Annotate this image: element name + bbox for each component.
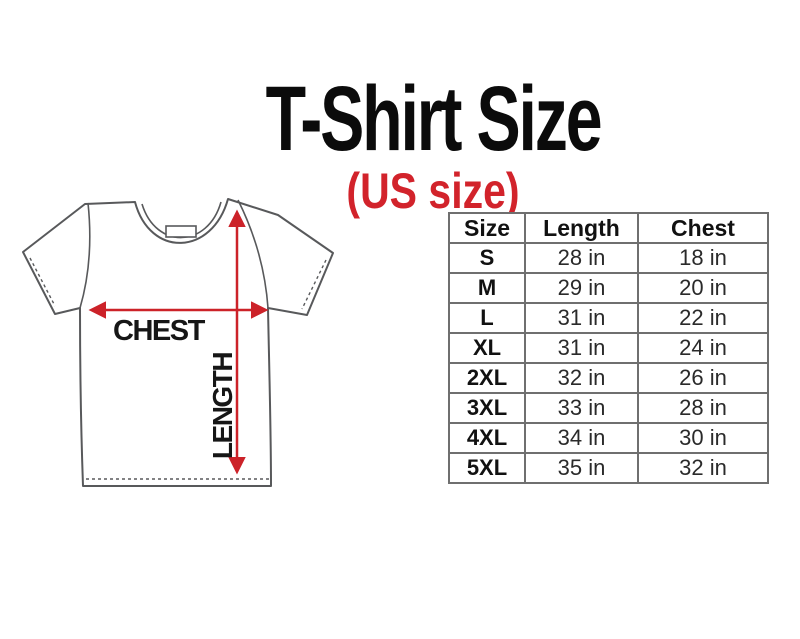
length-cell: 31 in — [524, 302, 639, 334]
chest-cell: 28 in — [637, 392, 769, 424]
table-row: XL 31 in 24 in — [448, 332, 769, 364]
table-row: S 28 in 18 in — [448, 242, 769, 274]
page-title: T-Shirt Size — [265, 68, 603, 170]
chest-cell: 20 in — [637, 272, 769, 304]
chest-cell: 18 in — [637, 242, 769, 274]
header-size: Size — [448, 212, 526, 244]
chest-cell: 24 in — [637, 332, 769, 364]
chest-cell: 22 in — [637, 302, 769, 334]
tshirt-measurement-diagram: CHEST LENGTH — [22, 198, 334, 487]
table-row: 2XL 32 in 26 in — [448, 362, 769, 394]
size-cell: XL — [448, 332, 526, 364]
chest-cell: 30 in — [637, 422, 769, 454]
size-cell: M — [448, 272, 526, 304]
table-row: L 31 in 22 in — [448, 302, 769, 334]
header-chest: Chest — [637, 212, 769, 244]
length-label: LENGTH — [207, 353, 238, 459]
size-cell: 5XL — [448, 452, 526, 484]
page-subtitle: (US size) — [346, 163, 520, 220]
header-length: Length — [524, 212, 639, 244]
size-cell: 3XL — [448, 392, 526, 424]
length-cell: 34 in — [524, 422, 639, 454]
title-block: T-Shirt Size (US size) — [33, 68, 800, 220]
neck-label-tag — [165, 225, 197, 238]
table-row: 3XL 33 in 28 in — [448, 392, 769, 424]
size-cell: S — [448, 242, 526, 274]
length-cell: 29 in — [524, 272, 639, 304]
size-cell: L — [448, 302, 526, 334]
left-sleeve-seam — [79, 202, 91, 309]
table-row: 5XL 35 in 32 in — [448, 452, 769, 484]
length-cell: 31 in — [524, 332, 639, 364]
chest-cell: 26 in — [637, 362, 769, 394]
size-cell: 4XL — [448, 422, 526, 454]
length-cell: 32 in — [524, 362, 639, 394]
size-cell: 2XL — [448, 362, 526, 394]
tshirt-outline-icon — [22, 198, 334, 487]
table-header-row: Size Length Chest — [448, 212, 769, 244]
chest-cell: 32 in — [637, 452, 769, 484]
table-row: M 29 in 20 in — [448, 272, 769, 304]
length-cell: 35 in — [524, 452, 639, 484]
chest-label: CHEST — [113, 315, 206, 347]
length-cell: 33 in — [524, 392, 639, 424]
size-chart-table: Size Length Chest S 28 in 18 in M 29 in … — [448, 212, 769, 484]
table-row: 4XL 34 in 30 in — [448, 422, 769, 454]
length-cell: 28 in — [524, 242, 639, 274]
